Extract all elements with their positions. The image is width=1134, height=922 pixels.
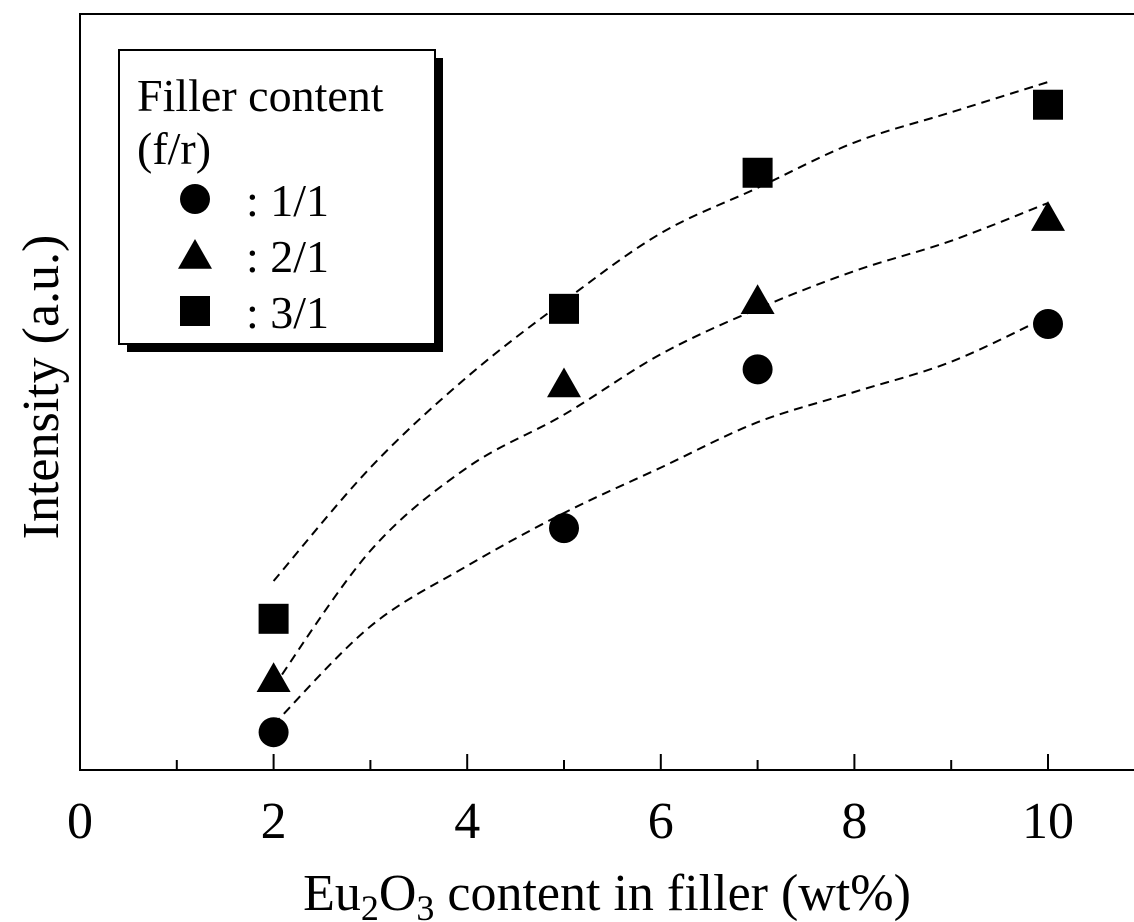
data-point-square	[1033, 89, 1063, 120]
x-tick-label: 10	[1022, 793, 1074, 850]
legend: Filler content (f/r) : 1/1: 2/1: 3/1	[118, 49, 443, 352]
data-point-square	[549, 293, 579, 324]
data-point-triangle	[256, 662, 291, 693]
data-markers	[256, 89, 1065, 748]
data-point-square	[258, 603, 289, 634]
x-axis-label-subscript-3: 3	[416, 888, 434, 922]
x-axis-label-subscript-2: 2	[361, 888, 379, 922]
fit-curve-circle	[272, 315, 1049, 726]
legend-entry-label: : 2/1	[246, 231, 329, 282]
y-axis-label: Intensity (a.u.)	[13, 235, 70, 540]
legend-square-icon	[180, 296, 210, 326]
legend-entry-label: : 3/1	[246, 287, 329, 338]
data-point-square	[742, 157, 773, 188]
plot-frame	[79, 13, 1134, 771]
data-point-triangle	[1031, 201, 1065, 231]
fit-curve-square	[272, 81, 1049, 582]
data-point-circle	[1033, 308, 1063, 339]
x-axis-ticks: 0 2 4 6 8 10	[67, 754, 1074, 850]
legend-box	[118, 49, 436, 345]
fit-curve-triangle	[272, 202, 1049, 688]
legend-entries: : 1/1: 2/1: 3/1	[178, 175, 329, 338]
x-axis-label-part-base: Eu	[303, 865, 361, 922]
legend-triangle-icon	[178, 239, 212, 269]
data-point-triangle	[547, 367, 581, 398]
x-tick-label: 0	[67, 793, 93, 850]
legend-entry-label: : 1/1	[246, 175, 329, 226]
x-tick-label: 6	[648, 793, 674, 850]
x-axis-label-part-oxide: O	[379, 865, 417, 922]
x-tick-label: 8	[841, 793, 867, 850]
data-point-circle	[258, 717, 289, 748]
legend-title-line1: Filler content	[137, 70, 384, 121]
legend-title-line2: (f/r)	[137, 123, 211, 174]
x-tick-label: 2	[261, 793, 287, 850]
x-tick-label: 4	[454, 793, 480, 850]
data-point-circle	[742, 354, 773, 385]
x-axis-label: Eu2O3 content in filler (wt%)	[303, 865, 911, 922]
data-point-circle	[549, 513, 579, 544]
x-axis-label-part-rest: content in filler (wt%)	[434, 865, 911, 922]
legend-circle-icon	[180, 184, 210, 214]
fit-curves	[272, 81, 1049, 726]
data-point-triangle	[740, 284, 775, 315]
